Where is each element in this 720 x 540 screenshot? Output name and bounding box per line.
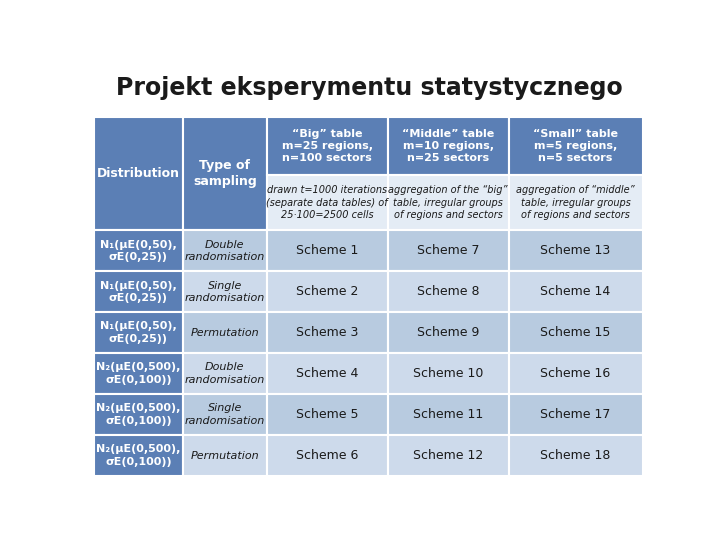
Text: N₁(μE(0,50),
σE(0,25)): N₁(μE(0,50), σE(0,25)) [100,321,177,344]
Bar [183,312,266,353]
Text: Scheme 10: Scheme 10 [413,367,483,380]
Bar [508,231,642,271]
Bar [508,117,642,175]
Bar [94,353,183,394]
Bar [266,175,387,231]
Bar [94,435,183,476]
Bar [387,435,508,476]
Text: Distribution: Distribution [97,167,180,180]
Bar [94,117,183,231]
Bar [183,231,266,271]
Text: “Big” table
m=25 regions,
n=100 sectors: “Big” table m=25 regions, n=100 sectors [282,129,373,164]
Bar [183,271,266,312]
Text: N₂(μE(0,500),
σE(0,100)): N₂(μE(0,500), σE(0,100)) [96,362,181,385]
Bar [266,353,387,394]
Bar [387,271,508,312]
Text: Scheme 4: Scheme 4 [296,367,359,380]
Bar [508,394,642,435]
Text: Scheme 6: Scheme 6 [296,449,359,462]
Text: “Small” table
m=5 regions,
n=5 sectors: “Small” table m=5 regions, n=5 sectors [533,129,618,164]
Bar [266,435,387,476]
Bar [183,353,266,394]
Bar [508,271,642,312]
Text: Scheme 3: Scheme 3 [296,326,359,339]
Bar [266,231,387,271]
Bar [508,175,642,231]
Bar [266,312,387,353]
Text: Scheme 8: Scheme 8 [417,285,480,298]
Text: Scheme 15: Scheme 15 [540,326,611,339]
Text: Single
randomisation: Single randomisation [185,281,265,303]
Text: Projekt eksperymentu statystycznego: Projekt eksperymentu statystycznego [116,76,622,100]
Bar [94,271,183,312]
Text: N₁(μE(0,50),
σE(0,25)): N₁(μE(0,50), σE(0,25)) [100,240,177,262]
Text: Scheme 16: Scheme 16 [541,367,611,380]
Text: Scheme 5: Scheme 5 [296,408,359,421]
Text: Scheme 12: Scheme 12 [413,449,483,462]
Text: Scheme 9: Scheme 9 [417,326,480,339]
Bar [387,231,508,271]
Text: Permutation: Permutation [191,450,259,461]
Text: Scheme 11: Scheme 11 [413,408,483,421]
Bar [94,394,183,435]
Text: Scheme 7: Scheme 7 [417,244,480,258]
Bar [387,312,508,353]
Text: Scheme 14: Scheme 14 [541,285,611,298]
Text: Double
randomisation: Double randomisation [185,362,265,385]
Bar [183,394,266,435]
Text: Scheme 1: Scheme 1 [296,244,359,258]
Text: drawn t=1000 iterations
(separate data tables) of
25·100=2500 cells: drawn t=1000 iterations (separate data t… [266,185,388,220]
Text: N₂(μE(0,500),
σE(0,100)): N₂(μE(0,500), σE(0,100)) [96,403,181,426]
Bar [266,394,387,435]
Text: Type of
sampling: Type of sampling [193,159,257,188]
Bar [508,353,642,394]
Text: “Middle” table
m=10 regions,
n=25 sectors: “Middle” table m=10 regions, n=25 sector… [402,129,494,164]
Bar [266,271,387,312]
Bar [94,312,183,353]
Text: aggregation of “middle”
table, irregular groups
of regions and sectors: aggregation of “middle” table, irregular… [516,185,635,220]
Bar [508,435,642,476]
Bar [183,117,266,231]
Text: N₁(μE(0,50),
σE(0,25)): N₁(μE(0,50), σE(0,25)) [100,281,177,303]
Text: Permutation: Permutation [191,328,259,338]
Bar [508,312,642,353]
Bar [387,175,508,231]
Text: aggregation of the “big”
table, irregular groups
of regions and sectors: aggregation of the “big” table, irregula… [388,185,508,220]
Text: Scheme 2: Scheme 2 [296,285,359,298]
Bar [183,435,266,476]
Text: Single
randomisation: Single randomisation [185,403,265,426]
Bar [387,117,508,175]
Text: Double
randomisation: Double randomisation [185,240,265,262]
Bar [387,394,508,435]
Bar [387,353,508,394]
Bar [94,231,183,271]
Text: Scheme 18: Scheme 18 [540,449,611,462]
Text: Scheme 13: Scheme 13 [541,244,611,258]
Bar [266,117,387,175]
Text: Scheme 17: Scheme 17 [540,408,611,421]
Text: N₂(μE(0,500),
σE(0,100)): N₂(μE(0,500), σE(0,100)) [96,444,181,467]
